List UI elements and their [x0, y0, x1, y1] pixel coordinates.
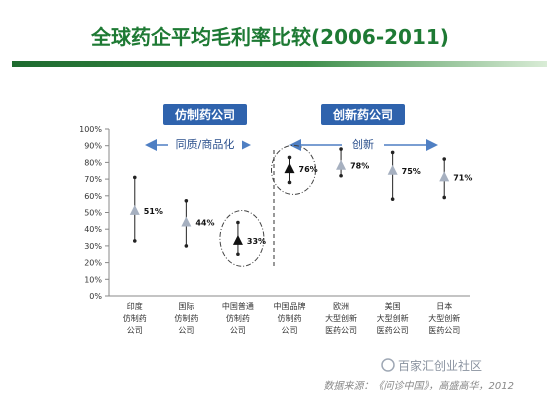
innovative-arrow-label-bg: [342, 136, 384, 152]
average-marker: [387, 164, 398, 175]
average-marker: [129, 204, 140, 215]
chart-marks: 51% 44% 33% 76% 78% 75% 71%: [129, 147, 472, 257]
y-tick-label: 20%: [84, 259, 102, 268]
generic-group-box: [163, 104, 247, 125]
range-high-point: [132, 175, 137, 180]
range-low-point: [184, 244, 189, 248]
highlight-ellipse: [271, 144, 316, 195]
y-tick-label: 30%: [84, 242, 102, 251]
innovative-group-box: [321, 104, 405, 125]
y-tick-label: 0%: [89, 292, 102, 301]
x-tick-label: 中国品牌仿制药公司: [274, 301, 306, 335]
range-high-point: [287, 155, 292, 160]
title-band: [12, 61, 547, 67]
average-marker: [181, 216, 192, 227]
range-low-point: [236, 252, 240, 257]
range-high-point: [442, 157, 447, 161]
value-label: 51%: [144, 207, 163, 216]
innovative-group-label: 创新药公司: [332, 107, 393, 122]
range-high-point: [339, 147, 343, 151]
y-tick-label: 80%: [84, 158, 102, 167]
watermark-text: 百家汇创业社区: [398, 358, 482, 373]
range-high-point: [390, 150, 395, 155]
y-tick-label: 40%: [84, 225, 102, 234]
x-tick-label: 日本大型创新医药公司: [428, 301, 460, 335]
average-marker: [284, 163, 295, 174]
x-tick-label: 美国大型创新医药公司: [377, 301, 409, 335]
value-label: 33%: [247, 237, 266, 246]
generic-arrow-label-bg: [168, 136, 242, 152]
x-axis-labels: 印度仿制药公司 国际仿制药公司中国普通仿制药公司中国品牌仿制药公司欧洲大型创新医药…: [123, 301, 460, 335]
x-tick-label: 印度仿制药公司: [123, 301, 147, 335]
watermark-logo-icon: [381, 358, 395, 372]
generic-arrow-label: 同质/商品化: [176, 137, 235, 151]
value-label: 71%: [453, 173, 472, 182]
y-tick-label: 70%: [84, 175, 102, 184]
x-tick-label: 欧洲大型创新医药公司: [325, 301, 357, 335]
range-low-point: [132, 239, 137, 243]
average-marker: [336, 159, 347, 170]
y-tick-label: 10%: [84, 275, 102, 284]
innovative-arrow-label: 创新: [352, 137, 374, 151]
highlight-ellipse: [219, 210, 265, 267]
y-tick-label: 90%: [84, 142, 102, 151]
page-title: 全球药企平均毛利率比较(2006-2011): [90, 25, 449, 49]
generic-group-label: 仿制药公司: [175, 107, 235, 122]
source-note: 数据来源：《问诊中国》，高盛高华，2012: [324, 380, 514, 392]
range-low-point: [287, 180, 292, 185]
range-high-point: [236, 220, 240, 225]
y-tick-label: 60%: [84, 192, 102, 201]
x-tick-label: 中国普通仿制药公司: [222, 301, 254, 335]
range-low-point: [339, 173, 343, 178]
y-tick-label: 50%: [84, 209, 102, 218]
average-marker: [439, 171, 450, 182]
value-label: 78%: [350, 162, 369, 171]
value-label: 75%: [402, 167, 421, 176]
value-label: 44%: [195, 219, 214, 228]
average-marker: [232, 234, 243, 245]
y-axis-ticks: 0% 10% 20% 30% 40% 50% 60% 70% 80% 90% 100%: [79, 125, 109, 301]
y-tick-label: 100%: [79, 125, 102, 134]
range-low-point: [390, 197, 395, 201]
range-low-point: [442, 195, 447, 200]
highlight-ellipses: [219, 144, 316, 267]
value-label: 76%: [299, 165, 318, 174]
range-high-point: [184, 199, 189, 203]
x-tick-label: 国际仿制药公司: [174, 302, 198, 335]
